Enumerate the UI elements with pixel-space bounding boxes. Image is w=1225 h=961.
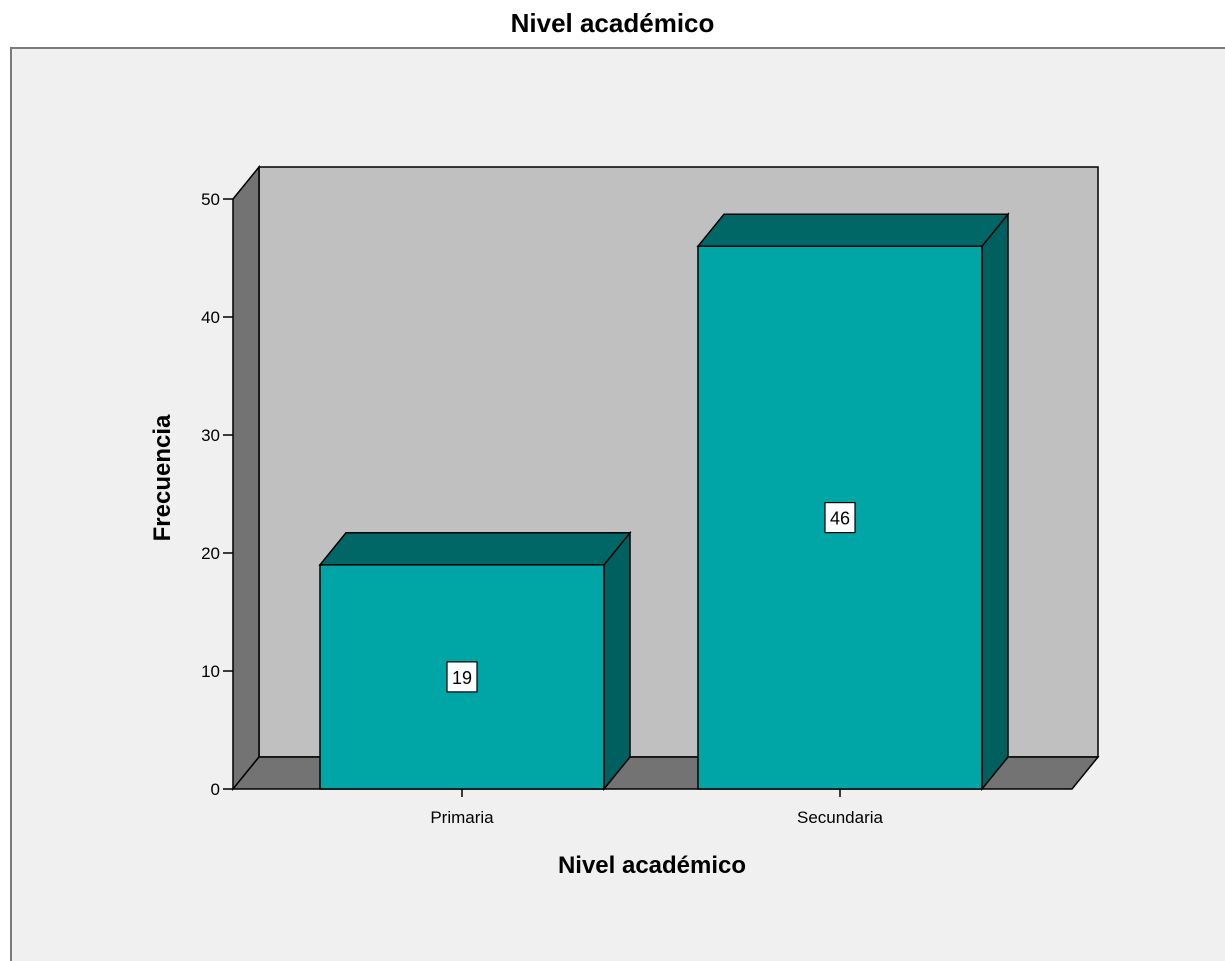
y-tick-label: 40 [201,308,220,327]
data-label: 19 [452,668,472,688]
data-label: 46 [830,509,850,529]
y-tick-label: 0 [211,780,220,799]
y-tick-label: 10 [201,662,220,681]
bar-side [981,212,1009,792]
bar-top [318,532,632,566]
bar-top [696,213,1010,247]
data-label-box [446,661,478,693]
side-wall [232,164,260,792]
bar-primaria: 19 [318,530,632,792]
x-axis: Primaria Secundaria [430,789,884,827]
x-axis-title: Nivel académico [558,852,746,879]
y-tick-label: 20 [201,544,220,563]
y-axis: 0 10 20 30 40 50 [201,190,233,799]
x-tick-label: Secundaria [797,808,884,827]
bar-side [603,530,631,792]
data-label-box [824,502,856,534]
y-axis-title: Frecuencia [149,414,176,541]
chart-title: Nivel académico [510,8,715,38]
y-tick-label: 30 [201,426,220,445]
x-tick-label: Primaria [430,808,494,827]
y-tick-label: 50 [201,190,220,209]
bar-secundaria: 46 [696,212,1010,792]
